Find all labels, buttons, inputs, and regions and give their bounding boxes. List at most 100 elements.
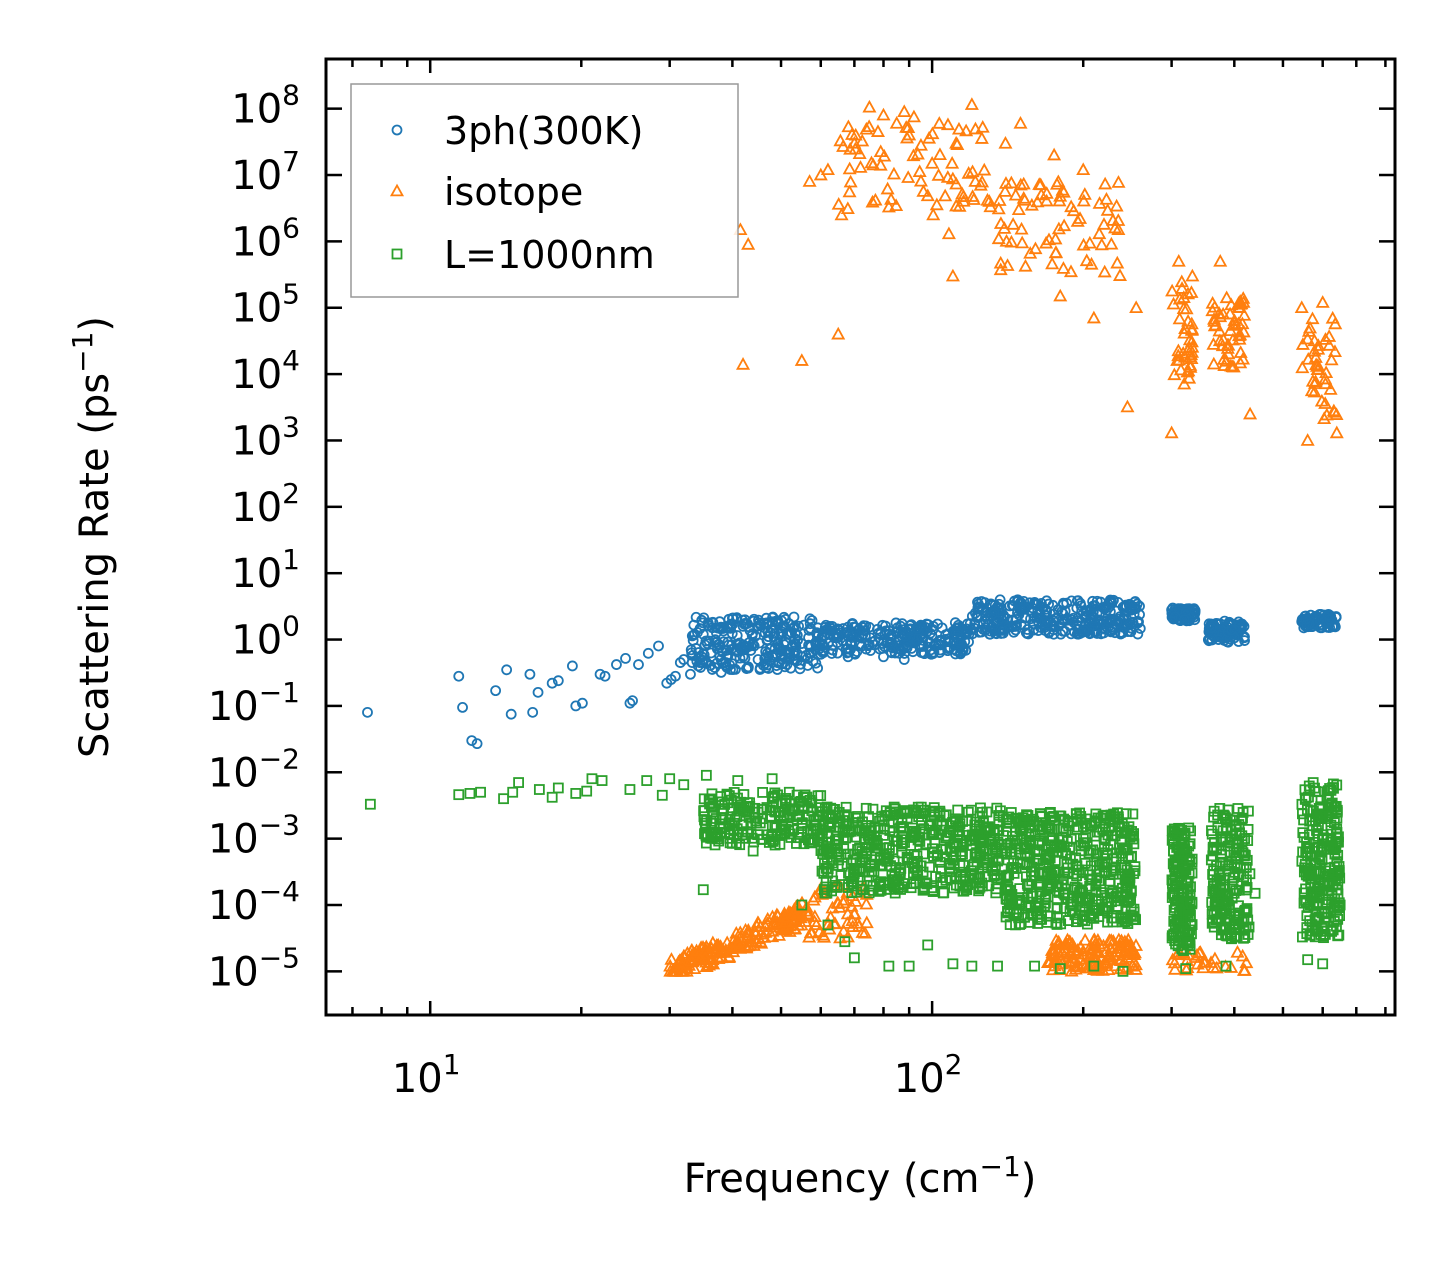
data-point <box>1018 595 1030 607</box>
data-point <box>738 639 749 651</box>
data-point <box>777 910 792 923</box>
data-point <box>819 622 831 633</box>
data-point <box>693 952 708 965</box>
data-point <box>885 646 897 658</box>
data-point <box>883 628 895 640</box>
data-point <box>889 116 904 129</box>
data-point <box>862 829 874 841</box>
data-point <box>1299 794 1311 805</box>
data-point <box>1318 332 1333 345</box>
data-point <box>859 896 874 910</box>
data-point <box>1111 222 1126 235</box>
legend-frame <box>350 83 739 298</box>
data-point <box>1233 819 1245 830</box>
data-point <box>1012 607 1023 619</box>
data-point <box>843 174 858 188</box>
data-point <box>842 184 857 198</box>
data-point <box>475 786 486 798</box>
data-point <box>669 958 684 972</box>
data-point <box>835 849 847 860</box>
data-point <box>836 923 851 937</box>
data-point <box>903 960 915 972</box>
data-point <box>1100 624 1112 635</box>
data-point <box>1040 821 1052 833</box>
data-point <box>931 168 946 181</box>
data-point <box>1206 356 1221 370</box>
data-point <box>913 173 928 187</box>
data-point <box>865 194 880 208</box>
data-point <box>1233 294 1248 307</box>
data-point <box>1167 962 1183 975</box>
data-point <box>1176 897 1188 909</box>
legend-label-boundary: L=1000nm <box>444 233 655 277</box>
data-point <box>1300 331 1315 345</box>
data-point <box>787 921 803 934</box>
data-point <box>1319 912 1331 923</box>
data-point <box>980 192 995 206</box>
data-point <box>1075 884 1087 896</box>
data-point <box>831 896 846 909</box>
data-point <box>1322 329 1337 342</box>
data-point <box>802 802 814 814</box>
data-point <box>501 664 513 676</box>
data-point <box>705 815 717 827</box>
data-point <box>1125 626 1137 638</box>
data-point <box>1052 866 1064 878</box>
data-point <box>1239 932 1251 943</box>
data-point <box>627 695 638 707</box>
data-point <box>992 960 1003 972</box>
data-point <box>1104 236 1119 250</box>
data-point <box>1167 367 1182 381</box>
data-point <box>819 858 830 869</box>
data-point <box>1230 850 1242 861</box>
data-point <box>1055 945 1070 958</box>
data-point <box>831 830 843 842</box>
data-point <box>1018 258 1033 272</box>
data-point <box>1231 316 1246 329</box>
data-point <box>1109 198 1124 212</box>
data-point <box>1307 384 1322 398</box>
data-point <box>1316 622 1328 634</box>
data-point <box>848 952 860 964</box>
data-point <box>1032 616 1044 628</box>
data-point <box>922 939 934 951</box>
data-point <box>1212 333 1227 347</box>
data-point <box>807 656 819 667</box>
data-point <box>1233 900 1244 912</box>
data-point <box>878 877 890 888</box>
data-point <box>753 926 768 940</box>
data-point <box>1083 847 1095 859</box>
data-point <box>1238 849 1250 861</box>
data-point <box>826 885 838 897</box>
data-point <box>1071 813 1083 825</box>
data-point <box>642 647 654 659</box>
data-point <box>1076 943 1091 957</box>
data-point <box>945 156 960 169</box>
data-point <box>957 885 969 897</box>
data-point <box>945 268 960 282</box>
data-point <box>1113 951 1128 965</box>
data-point <box>1111 616 1123 628</box>
data-point <box>1064 944 1079 958</box>
data-point <box>1006 217 1021 230</box>
data-point <box>724 813 736 825</box>
data-point <box>944 843 956 854</box>
data-point <box>746 630 758 641</box>
data-point <box>1181 313 1196 327</box>
data-point <box>1090 878 1102 890</box>
data-point <box>847 906 862 920</box>
data-point <box>1036 868 1048 880</box>
data-point <box>1065 628 1077 640</box>
data-point <box>1078 625 1090 637</box>
data-point <box>1045 880 1056 892</box>
data-point <box>1183 358 1198 371</box>
data-point <box>1111 175 1126 188</box>
data-point <box>929 197 944 211</box>
data-point <box>1329 425 1344 439</box>
data-point <box>1298 814 1310 826</box>
data-point <box>653 640 664 652</box>
data-point <box>881 842 892 854</box>
data-point <box>1067 955 1082 969</box>
data-point <box>1298 897 1310 909</box>
data-point <box>673 964 688 977</box>
